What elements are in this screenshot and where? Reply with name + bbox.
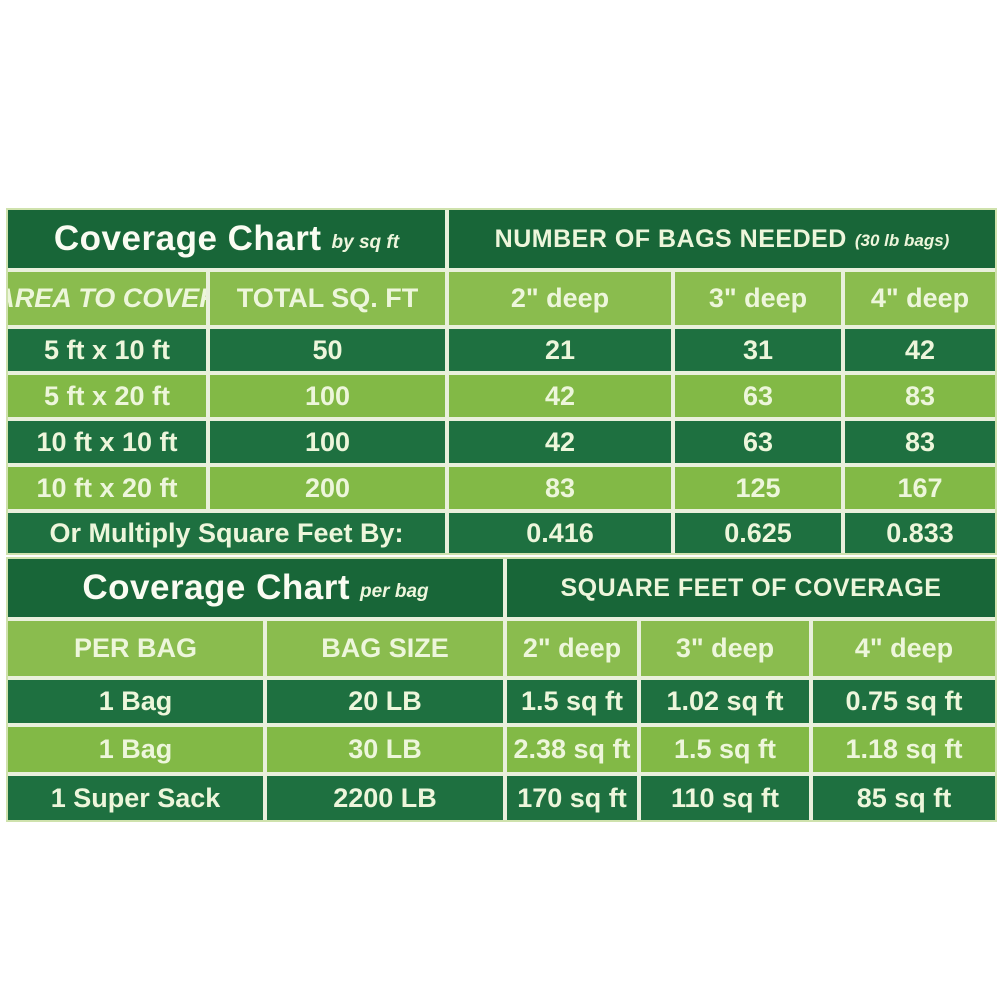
- coverage-per-bag-table: Coverage Chart per bag SQUARE FEET OF CO…: [6, 557, 997, 822]
- table-cell: 21: [449, 329, 671, 371]
- table-cell: 170 sq ft: [507, 776, 637, 820]
- column-header-3in-deep: 3" deep: [641, 621, 809, 676]
- table-cell: 125: [675, 467, 841, 509]
- multiplier-3in: 0.625: [675, 513, 841, 553]
- table-cell: 110 sq ft: [641, 776, 809, 820]
- table-cell: 42: [449, 375, 671, 417]
- table-cell: 167: [845, 467, 995, 509]
- by-sqft-title-cell: Coverage Chart by sq ft: [8, 210, 445, 268]
- by-sqft-title: Coverage Chart: [53, 219, 322, 258]
- table-cell: 2.38 sq ft: [507, 727, 637, 772]
- table-cell: 0.75 sq ft: [813, 680, 995, 723]
- column-header-2in-deep: 2" deep: [449, 272, 671, 325]
- per-bag-title-note: per bag: [360, 581, 429, 602]
- table-cell: 42: [449, 421, 671, 463]
- table-cell: 30 LB: [267, 727, 503, 772]
- table-cell: 1.5 sq ft: [641, 727, 809, 772]
- table-cell: 63: [675, 421, 841, 463]
- column-header-3in-deep: 3" deep: [675, 272, 841, 325]
- column-header-per-bag: PER BAG: [8, 621, 263, 676]
- table-cell: 85 sq ft: [813, 776, 995, 820]
- table-cell: 1.18 sq ft: [813, 727, 995, 772]
- table-cell: 42: [845, 329, 995, 371]
- table-cell: 1.02 sq ft: [641, 680, 809, 723]
- table-cell: 10 ft x 20 ft: [8, 467, 206, 509]
- table-cell: 10 ft x 10 ft: [8, 421, 206, 463]
- table-cell: 5 ft x 10 ft: [8, 329, 206, 371]
- column-header-2in-deep: 2" deep: [507, 621, 637, 676]
- column-header-total-sqft: TOTAL SQ. FT: [210, 272, 445, 325]
- coverage-by-sqft-table: Coverage Chart by sq ft NUMBER OF BAGS N…: [6, 208, 997, 555]
- table-cell: 83: [845, 375, 995, 417]
- column-header-4in-deep: 4" deep: [813, 621, 995, 676]
- table-cell: 63: [675, 375, 841, 417]
- table-cell: 1 Bag: [8, 680, 263, 723]
- table-cell: 100: [210, 375, 445, 417]
- bags-needed-header-note: (30 lb bags): [854, 231, 950, 250]
- table-cell: 200: [210, 467, 445, 509]
- multiplier-2in: 0.416: [449, 513, 671, 553]
- multiplier-4in: 0.833: [845, 513, 995, 553]
- column-header-4in-deep: 4" deep: [845, 272, 995, 325]
- bags-needed-header: NUMBER OF BAGS NEEDED: [494, 224, 847, 253]
- sqft-coverage-header: SQUARE FEET OF COVERAGE: [560, 573, 942, 602]
- sqft-coverage-header-cell: SQUARE FEET OF COVERAGE: [507, 559, 995, 617]
- table-cell: 83: [845, 421, 995, 463]
- table-cell: 50: [210, 329, 445, 371]
- table-cell: 1.5 sq ft: [507, 680, 637, 723]
- table-cell: 31: [675, 329, 841, 371]
- per-bag-title-cell: Coverage Chart per bag: [8, 559, 503, 617]
- column-header-bag-size: BAG SIZE: [267, 621, 503, 676]
- table-cell: 5 ft x 20 ft: [8, 375, 206, 417]
- table-cell: 2200 LB: [267, 776, 503, 820]
- by-sqft-title-note: by sq ft: [331, 232, 400, 253]
- table-cell: 20 LB: [267, 680, 503, 723]
- multiplier-label: Or Multiply Square Feet By:: [8, 513, 445, 553]
- per-bag-title: Coverage Chart: [82, 568, 350, 607]
- bags-needed-header-cell: NUMBER OF BAGS NEEDED (30 lb bags): [449, 210, 995, 268]
- column-header-area-to-cover: AREA TO COVER: [8, 272, 206, 325]
- table-cell: 100: [210, 421, 445, 463]
- table-cell: 1 Super Sack: [8, 776, 263, 820]
- table-cell: 1 Bag: [8, 727, 263, 772]
- table-cell: 83: [449, 467, 671, 509]
